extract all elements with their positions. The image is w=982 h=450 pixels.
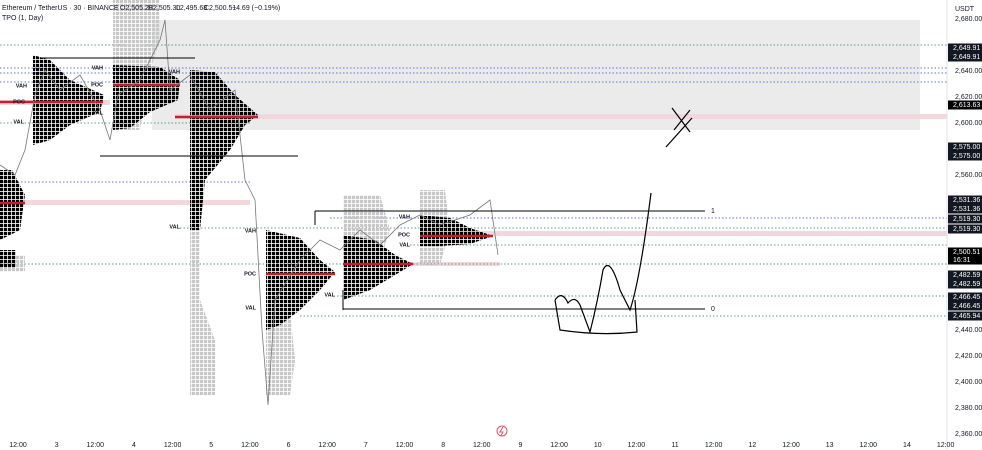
indicator: TPO (1, Day) bbox=[2, 15, 43, 22]
tpo-label: POC bbox=[13, 99, 25, 105]
price-tag: 2,531.36 bbox=[953, 206, 980, 213]
tpo-label: VAL bbox=[399, 242, 410, 248]
price-tick-label: 2,420.00 bbox=[955, 353, 982, 360]
time-tick-label: 7 bbox=[364, 442, 368, 449]
price-tag-bg bbox=[948, 292, 982, 302]
time-tick-label: 6 bbox=[287, 442, 291, 449]
time-tick-label: 12:00 bbox=[473, 442, 491, 449]
tpo-label: VAL bbox=[92, 110, 103, 116]
price-tag: 2,482.59 bbox=[953, 281, 980, 288]
time-tick-label: 10 bbox=[594, 442, 602, 449]
price-tag-bg bbox=[948, 311, 982, 321]
drawings bbox=[40, 57, 705, 335]
level-label: 0 bbox=[711, 306, 715, 313]
symbol: Ethereum / TetherUS · 30 · BINANCE bbox=[2, 5, 119, 12]
time-tick-label: 12:00 bbox=[628, 442, 646, 449]
price-tag: 2,575.00 bbox=[953, 144, 980, 151]
time-tick-label: 12:00 bbox=[164, 442, 182, 449]
price-tag-bg bbox=[948, 270, 982, 280]
tpo-label: VAL bbox=[324, 292, 335, 298]
price-tag-bg bbox=[948, 52, 982, 62]
time-tick-label: 12 bbox=[748, 442, 756, 449]
price-trace bbox=[0, 19, 499, 406]
price-tag: 2,482.59 bbox=[953, 272, 980, 279]
price-tag: 2,519.30 bbox=[953, 226, 980, 233]
price-tag-bg bbox=[948, 151, 982, 161]
tpo-label: POC bbox=[244, 271, 256, 277]
price-tag: 2,466.45 bbox=[953, 294, 980, 301]
ohlc-value: O2,505.20 bbox=[120, 5, 153, 12]
price-tag-bg bbox=[948, 255, 982, 265]
price-tick-label: 2,640.00 bbox=[955, 68, 982, 75]
tpo-label: POC bbox=[398, 232, 410, 238]
price-tag-bg bbox=[948, 247, 982, 257]
tpo-label: VAL bbox=[13, 119, 24, 125]
price-tag: 2,465.94 bbox=[953, 313, 980, 320]
price-tick-label: 2,680.00 bbox=[955, 16, 982, 23]
poc-lines bbox=[0, 83, 493, 276]
time-tick-label: 12:00 bbox=[396, 442, 414, 449]
price-tag: 2,649.91 bbox=[953, 54, 980, 61]
tpo-label: VAH bbox=[16, 83, 27, 89]
time-tick-label: 9 bbox=[518, 442, 522, 449]
price-tag: 2,500.51 bbox=[953, 249, 980, 256]
time-tick-label: 11 bbox=[671, 442, 678, 449]
price-tag: 16:31 bbox=[953, 257, 971, 264]
time-tick-label: 12:00 bbox=[241, 442, 259, 449]
price-tick-label: 2,400.00 bbox=[955, 379, 982, 386]
price-tag: 2,649.91 bbox=[953, 45, 980, 52]
price-tick-label: 2,360.00 bbox=[955, 431, 982, 438]
lightning-icon bbox=[496, 425, 508, 437]
price-tag-bg bbox=[948, 43, 982, 53]
price-tick-label: 2,620.00 bbox=[955, 94, 982, 101]
tpo-label: VAL bbox=[169, 224, 180, 230]
tpo-label: VAH bbox=[169, 69, 180, 75]
currency: USDT bbox=[955, 6, 975, 13]
time-tick-label: 4 bbox=[132, 442, 136, 449]
time-tick-label: 12:00 bbox=[550, 442, 568, 449]
time-tick-label: 8 bbox=[441, 442, 445, 449]
time-tick-label: 12:00 bbox=[937, 442, 955, 449]
time-tick-label: 12:00 bbox=[705, 442, 723, 449]
zone bbox=[152, 20, 920, 130]
price-tag-bg bbox=[948, 195, 982, 205]
price-tick-label: 2,440.00 bbox=[955, 327, 982, 334]
price-tick-label: 2,380.00 bbox=[955, 405, 982, 412]
tpo-label: VAL bbox=[245, 305, 256, 311]
time-tick-label: 3 bbox=[55, 442, 59, 449]
price-tick-label: 2,600.00 bbox=[955, 120, 982, 127]
price-tick-label: 2,560.00 bbox=[955, 172, 982, 179]
time-tick-label: 14 bbox=[903, 442, 911, 449]
price-tag: 2,531.36 bbox=[953, 197, 980, 204]
time-tick-label: 13 bbox=[826, 442, 834, 449]
level-label: 1 bbox=[711, 208, 715, 215]
price-tag-bg bbox=[948, 214, 982, 224]
price-tag-bg bbox=[948, 279, 982, 289]
price-tag-bg bbox=[948, 224, 982, 234]
tpo-label: POC bbox=[91, 82, 103, 88]
ohlc-value: H2,505.30 bbox=[148, 5, 180, 12]
time-tick-label: 12:00 bbox=[318, 442, 336, 449]
time-tick-label: 5 bbox=[209, 442, 213, 449]
price-tag: 2,466.45 bbox=[953, 303, 980, 310]
price-tag-bg bbox=[948, 204, 982, 214]
price-tag-bg bbox=[948, 142, 982, 152]
price-tag: 2,613.63 bbox=[953, 102, 980, 109]
time-tick-label: 12:00 bbox=[87, 442, 105, 449]
time-tick-label: 12:00 bbox=[9, 442, 27, 449]
price-tag: 2,575.00 bbox=[953, 153, 980, 160]
ohlc-value: −4.69 (−0.19%) bbox=[232, 5, 280, 12]
price-tag: 2,519.30 bbox=[953, 216, 980, 223]
time-tick-label: 12:00 bbox=[782, 442, 800, 449]
ohlc-value: C2,500.51 bbox=[204, 5, 236, 12]
tpo-label: VAH bbox=[399, 214, 410, 220]
tpo-label: VAH bbox=[92, 65, 103, 71]
tpo-label: VAH bbox=[245, 228, 256, 234]
time-tick-label: 12:00 bbox=[860, 442, 878, 449]
price-tag-bg bbox=[948, 301, 982, 311]
price-tag-bg bbox=[948, 100, 982, 110]
ohlc-value: L2,495.68 bbox=[176, 5, 207, 12]
